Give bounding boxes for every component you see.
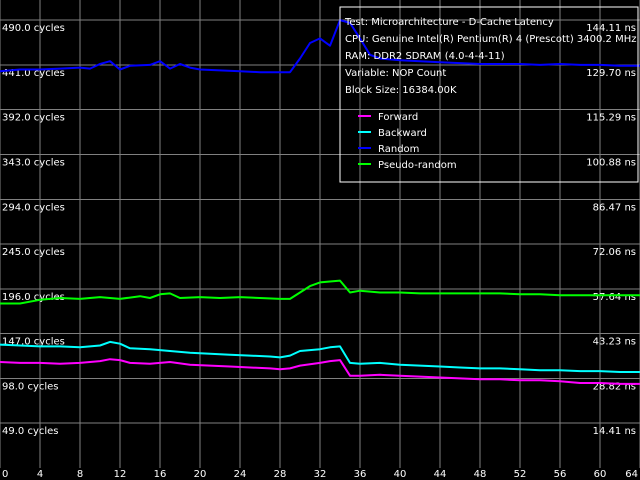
legend-label: Backward [378, 128, 427, 139]
series-line-backward [0, 340, 640, 373]
legend-label: Forward [378, 112, 418, 123]
y-tick-label-cycles: 490.0 cycles [2, 23, 65, 34]
y-tick-label-cycles: 441.0 cycles [2, 68, 65, 79]
x-axis-labels: 0 4 8 12 16 20 24 28 32 36 40 44 48 52 56 60 64 [2, 469, 638, 480]
info-line: RAM: DDR2 SDRAM (4.0-4-4-11) [345, 51, 505, 62]
grid [0, 0, 640, 468]
y-tick-label-ns: 100.88 ns [586, 157, 636, 168]
y-tick-label-cycles: 98.0 cycles [2, 381, 59, 392]
x-tick-label: 32 [314, 469, 327, 480]
series-line-random [0, 19, 640, 74]
y-tick-label-cycles: 245.0 cycles [2, 247, 65, 258]
y-tick-label-cycles: 392.0 cycles [2, 113, 65, 124]
legend-label: Random [378, 144, 419, 155]
info-line: Block Size: 16384.00K [345, 85, 457, 96]
y-tick-label-ns: 72.06 ns [593, 247, 636, 258]
x-tick-label: 40 [394, 469, 407, 480]
series-line-pseudo-random [0, 279, 640, 305]
x-tick-label: 52 [514, 469, 527, 480]
x-tick-label: 48 [474, 469, 487, 480]
y-tick-label-cycles: 343.0 cycles [2, 157, 65, 168]
x-tick-label: 60 [594, 469, 607, 480]
info-box: Test: Microarchitecture - D-Cache Latenc… [339, 6, 639, 183]
y-tick-label-ns: 14.41 ns [593, 426, 636, 437]
x-tick-label: 0 [2, 469, 8, 480]
y-tick-label-ns: 129.70 ns [586, 68, 636, 79]
y-tick-label-ns: 57.64 ns [593, 292, 636, 303]
y-tick-label-ns: 115.29 ns [586, 113, 636, 124]
x-tick-label: 24 [234, 469, 247, 480]
x-tick-label: 36 [354, 469, 367, 480]
y-tick-label-ns: 28.82 ns [593, 381, 636, 392]
y-tick-label-cycles: 147.0 cycles [2, 337, 65, 348]
legend-label: Pseudo-random [378, 160, 457, 171]
series-line-forward [0, 358, 640, 385]
y-tick-label-cycles: 196.0 cycles [2, 292, 65, 303]
info-line: Test: Microarchitecture - D-Cache Latenc… [344, 17, 554, 28]
info-line: Variable: NOP Count [345, 68, 446, 79]
x-tick-label: 20 [194, 469, 207, 480]
info-line: CPU: Genuine Intel(R) Pentium(R) 4 (Pres… [345, 34, 637, 45]
y-tick-label-ns: 43.23 ns [593, 337, 636, 348]
x-tick-label: 12 [114, 469, 127, 480]
x-tick-label: 64 [625, 469, 638, 480]
x-tick-label: 28 [274, 469, 287, 480]
y-tick-label-cycles: 294.0 cycles [2, 202, 65, 213]
series-lines [0, 19, 640, 385]
x-tick-label: 4 [37, 469, 43, 480]
info-box-frame [339, 6, 639, 183]
x-tick-label: 8 [77, 469, 83, 480]
x-tick-label: 44 [434, 469, 447, 480]
y-tick-label-ns: 86.47 ns [593, 202, 636, 213]
y-tick-label-cycles: 49.0 cycles [2, 426, 59, 437]
x-tick-label: 56 [554, 469, 567, 480]
y-tick-label-ns: 144.11 ns [586, 23, 636, 34]
y-axis-labels: 490.0 cycles 144.11 ns 441.0 cycles 129.70 … [2, 23, 636, 437]
x-tick-label: 16 [154, 469, 167, 480]
